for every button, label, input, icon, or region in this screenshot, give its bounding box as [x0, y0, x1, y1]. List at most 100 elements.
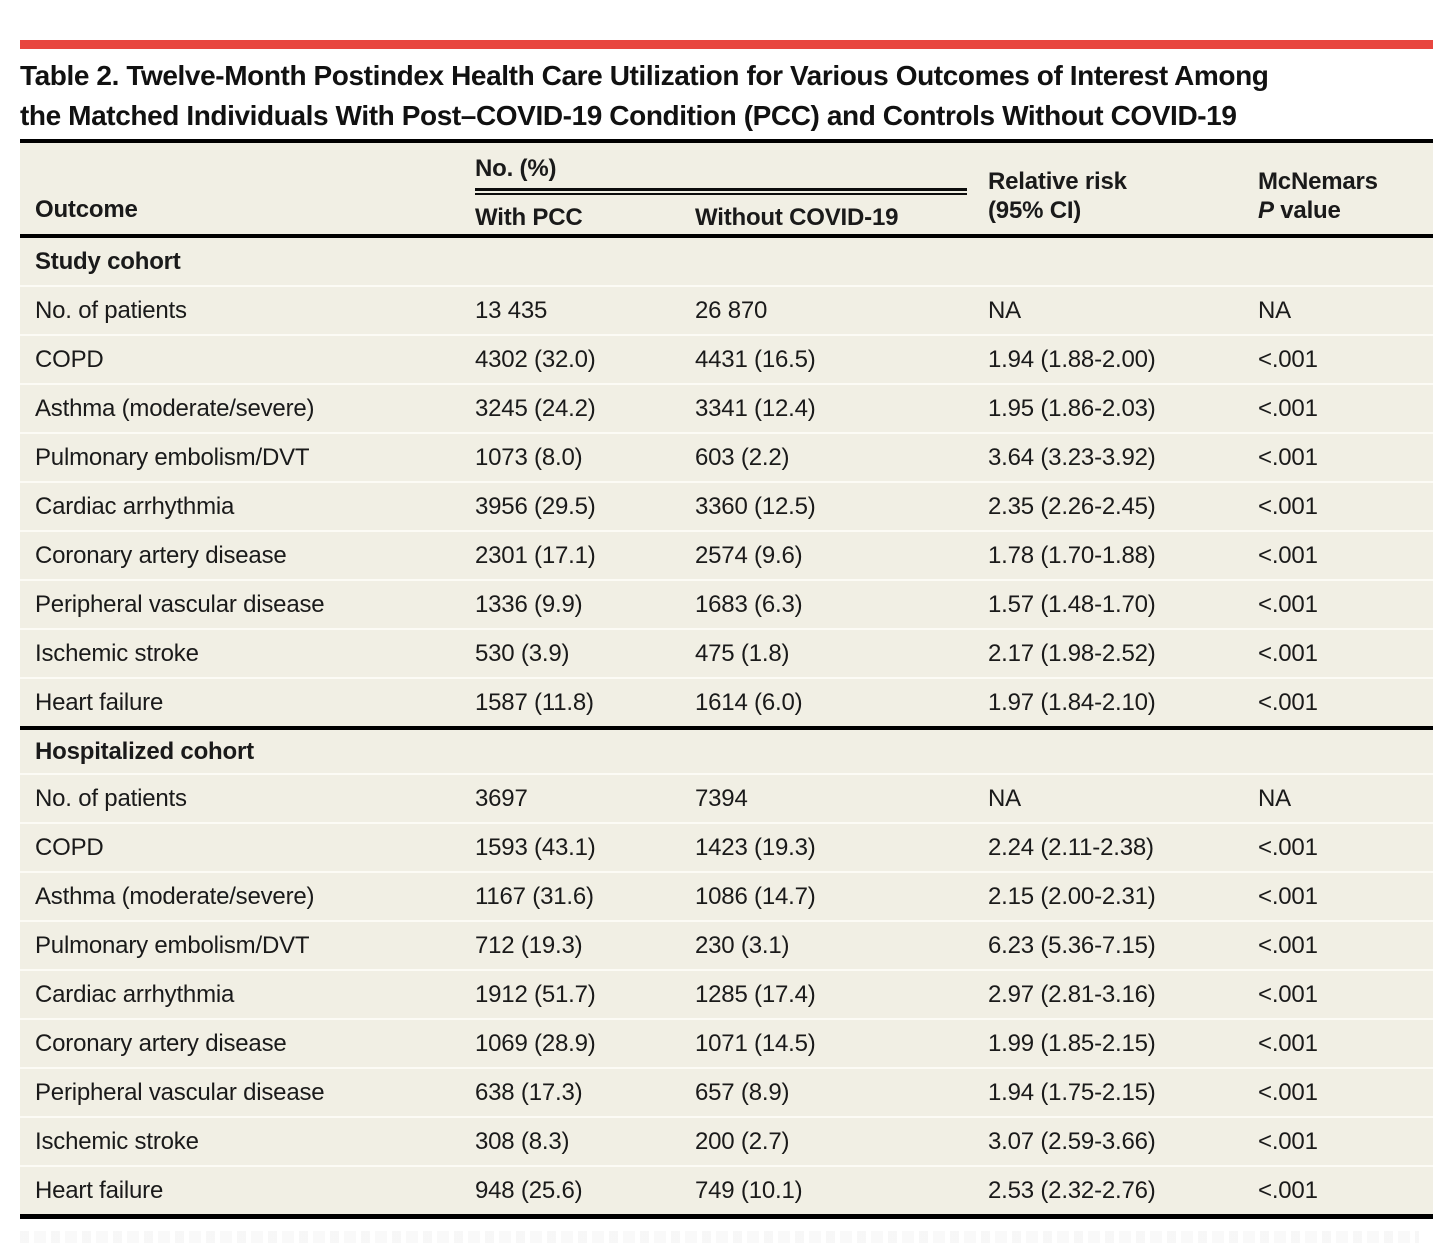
table-row: Pulmonary embolism/DVT 1073 (8.0) 603 (2…: [20, 432, 1433, 481]
table-row: Peripheral vascular disease 638 (17.3) 6…: [20, 1067, 1433, 1116]
page: Table 2. Twelve-Month Postindex Health C…: [0, 40, 1456, 1250]
relative-risk-cell: NA: [988, 784, 1021, 812]
outcome-cell: Coronary artery disease: [35, 541, 287, 569]
with-pcc-cell: 2301 (17.1): [475, 541, 596, 569]
cropped-footnote-remnant: [20, 1231, 1419, 1243]
with-pcc-cell: 948 (25.6): [475, 1176, 583, 1204]
with-pcc-cell: 3956 (29.5): [475, 492, 596, 520]
outcome-cell: Peripheral vascular disease: [35, 590, 325, 618]
without-covid-cell: 1614 (6.0): [695, 688, 803, 716]
group-header-label: No. (%): [475, 155, 557, 182]
with-pcc-cell: 530 (3.9): [475, 639, 570, 667]
relative-risk-cell: 1.95 (1.86-2.03): [988, 394, 1156, 422]
relative-risk-cell: 2.53 (2.32-2.76): [988, 1176, 1156, 1204]
outcome-cell: Coronary artery disease: [35, 1029, 287, 1057]
p-value-word: value: [1273, 197, 1341, 224]
table-header-row: Outcome No. (%) With PCC Without COVID-1…: [20, 143, 1433, 238]
column-header-with-pcc: With PCC: [475, 204, 583, 231]
relative-risk-cell: 1.99 (1.85-2.15): [988, 1029, 1156, 1057]
without-covid-cell: 475 (1.8): [695, 639, 790, 667]
outcome-cell: Cardiac arrhythmia: [35, 980, 235, 1008]
outcome-cell: Asthma (moderate/severe): [35, 394, 315, 422]
p-value-cell: <.001: [1258, 639, 1318, 667]
p-value-cell: <.001: [1258, 1127, 1318, 1155]
p-italic: P: [1258, 197, 1274, 224]
outcome-cell: COPD: [35, 345, 104, 373]
outcome-cell: Ischemic stroke: [35, 1127, 199, 1155]
with-pcc-cell: 1593 (43.1): [475, 833, 596, 861]
group-header-underline: [475, 188, 967, 195]
with-pcc-cell: 638 (17.3): [475, 1078, 583, 1106]
without-covid-cell: 3360 (12.5): [695, 492, 816, 520]
outcome-cell: Pulmonary embolism/DVT: [35, 443, 310, 471]
with-pcc-cell: 1073 (8.0): [475, 443, 583, 471]
group-subheaders: With PCC Without COVID-19: [475, 204, 988, 232]
with-pcc-cell: 308 (8.3): [475, 1127, 570, 1155]
p-value-cell: <.001: [1258, 688, 1318, 716]
without-covid-cell: 7394: [695, 784, 748, 812]
without-covid-cell: 26 870: [695, 296, 768, 324]
without-covid-cell: 1086 (14.7): [695, 882, 816, 910]
p-value-cell: <.001: [1258, 1029, 1318, 1057]
with-pcc-cell: 4302 (32.0): [475, 345, 596, 373]
section-label: Hospitalized cohort: [35, 737, 254, 765]
p-value-cell: <.001: [1258, 1078, 1318, 1106]
table-row: Heart failure 948 (25.6) 749 (10.1) 2.53…: [20, 1165, 1433, 1214]
p-value-cell: <.001: [1258, 980, 1318, 1008]
relative-risk-header-line-1: Relative risk: [988, 168, 1127, 195]
table-row: Heart failure 1587 (11.8) 1614 (6.0) 1.9…: [20, 677, 1433, 726]
relative-risk-header-line-2: (95% CI): [988, 197, 1082, 224]
p-value-cell: <.001: [1258, 394, 1318, 422]
relative-risk-cell: 2.97 (2.81-3.16): [988, 980, 1156, 1008]
table-row: Asthma (moderate/severe) 3245 (24.2) 334…: [20, 383, 1433, 432]
with-pcc-cell: 1912 (51.7): [475, 980, 596, 1008]
outcome-cell: Asthma (moderate/severe): [35, 882, 315, 910]
table-row: Cardiac arrhythmia 1912 (51.7) 1285 (17.…: [20, 969, 1433, 1018]
table-row: Cardiac arrhythmia 3956 (29.5) 3360 (12.…: [20, 481, 1433, 530]
without-covid-cell: 603 (2.2): [695, 443, 790, 471]
table-bottom-rule: [20, 1214, 1433, 1219]
p-value-cell: <.001: [1258, 833, 1318, 861]
column-header-p-value: McNemars P value: [1258, 143, 1433, 234]
table-row: COPD 1593 (43.1) 1423 (19.3) 2.24 (2.11-…: [20, 822, 1433, 871]
relative-risk-cell: 2.17 (1.98-2.52): [988, 639, 1156, 667]
section-header-row: Hospitalized cohort: [20, 726, 1433, 773]
p-value-header-line-2: P value: [1258, 196, 1433, 225]
with-pcc-cell: 712 (19.3): [475, 931, 583, 959]
table-row: No. of patients 3697 7394 NA NA: [20, 773, 1433, 822]
outcome-cell: No. of patients: [35, 784, 187, 812]
table-row: No. of patients 13 435 26 870 NA NA: [20, 285, 1433, 334]
with-pcc-cell: 1587 (11.8): [475, 688, 594, 716]
table-row: Coronary artery disease 1069 (28.9) 1071…: [20, 1018, 1433, 1067]
without-covid-cell: 657 (8.9): [695, 1078, 790, 1106]
without-covid-cell: 2574 (9.6): [695, 541, 803, 569]
table-body: Study cohort No. of patients 13 435 26 8…: [20, 238, 1433, 1214]
relative-risk-cell: 2.24 (2.11-2.38): [988, 833, 1154, 861]
outcome-cell: Heart failure: [35, 688, 164, 716]
p-value-header-line-1: McNemars: [1258, 168, 1378, 195]
with-pcc-cell: 1167 (31.6): [475, 882, 594, 910]
with-pcc-cell: 3697: [475, 784, 528, 812]
relative-risk-cell: 2.15 (2.00-2.31): [988, 882, 1156, 910]
table-title: Table 2. Twelve-Month Postindex Health C…: [20, 49, 1433, 139]
without-covid-cell: 749 (10.1): [695, 1176, 803, 1204]
p-value-cell: <.001: [1258, 931, 1318, 959]
with-pcc-cell: 1069 (28.9): [475, 1029, 596, 1057]
without-covid-cell: 1285 (17.4): [695, 980, 816, 1008]
table-figure: Table 2. Twelve-Month Postindex Health C…: [20, 40, 1433, 1243]
table-row: Peripheral vascular disease 1336 (9.9) 1…: [20, 579, 1433, 628]
outcome-cell: Heart failure: [35, 1176, 164, 1204]
title-bottom-rule: [20, 139, 1433, 143]
outcome-cell: COPD: [35, 833, 104, 861]
outcome-cell: Cardiac arrhythmia: [35, 492, 235, 520]
with-pcc-cell: 1336 (9.9): [475, 590, 583, 618]
without-covid-cell: 200 (2.7): [695, 1127, 790, 1155]
column-group-no-pct: No. (%) With PCC Without COVID-19: [475, 143, 988, 234]
with-pcc-cell: 13 435: [475, 296, 548, 324]
table-row: COPD 4302 (32.0) 4431 (16.5) 1.94 (1.88-…: [20, 334, 1433, 383]
p-value-cell: <.001: [1258, 541, 1318, 569]
table-row: Pulmonary embolism/DVT 712 (19.3) 230 (3…: [20, 920, 1433, 969]
relative-risk-cell: 3.07 (2.59-3.66): [988, 1127, 1156, 1155]
relative-risk-cell: 1.94 (1.75-2.15): [988, 1078, 1156, 1106]
relative-risk-cell: 1.78 (1.70-1.88): [988, 541, 1156, 569]
